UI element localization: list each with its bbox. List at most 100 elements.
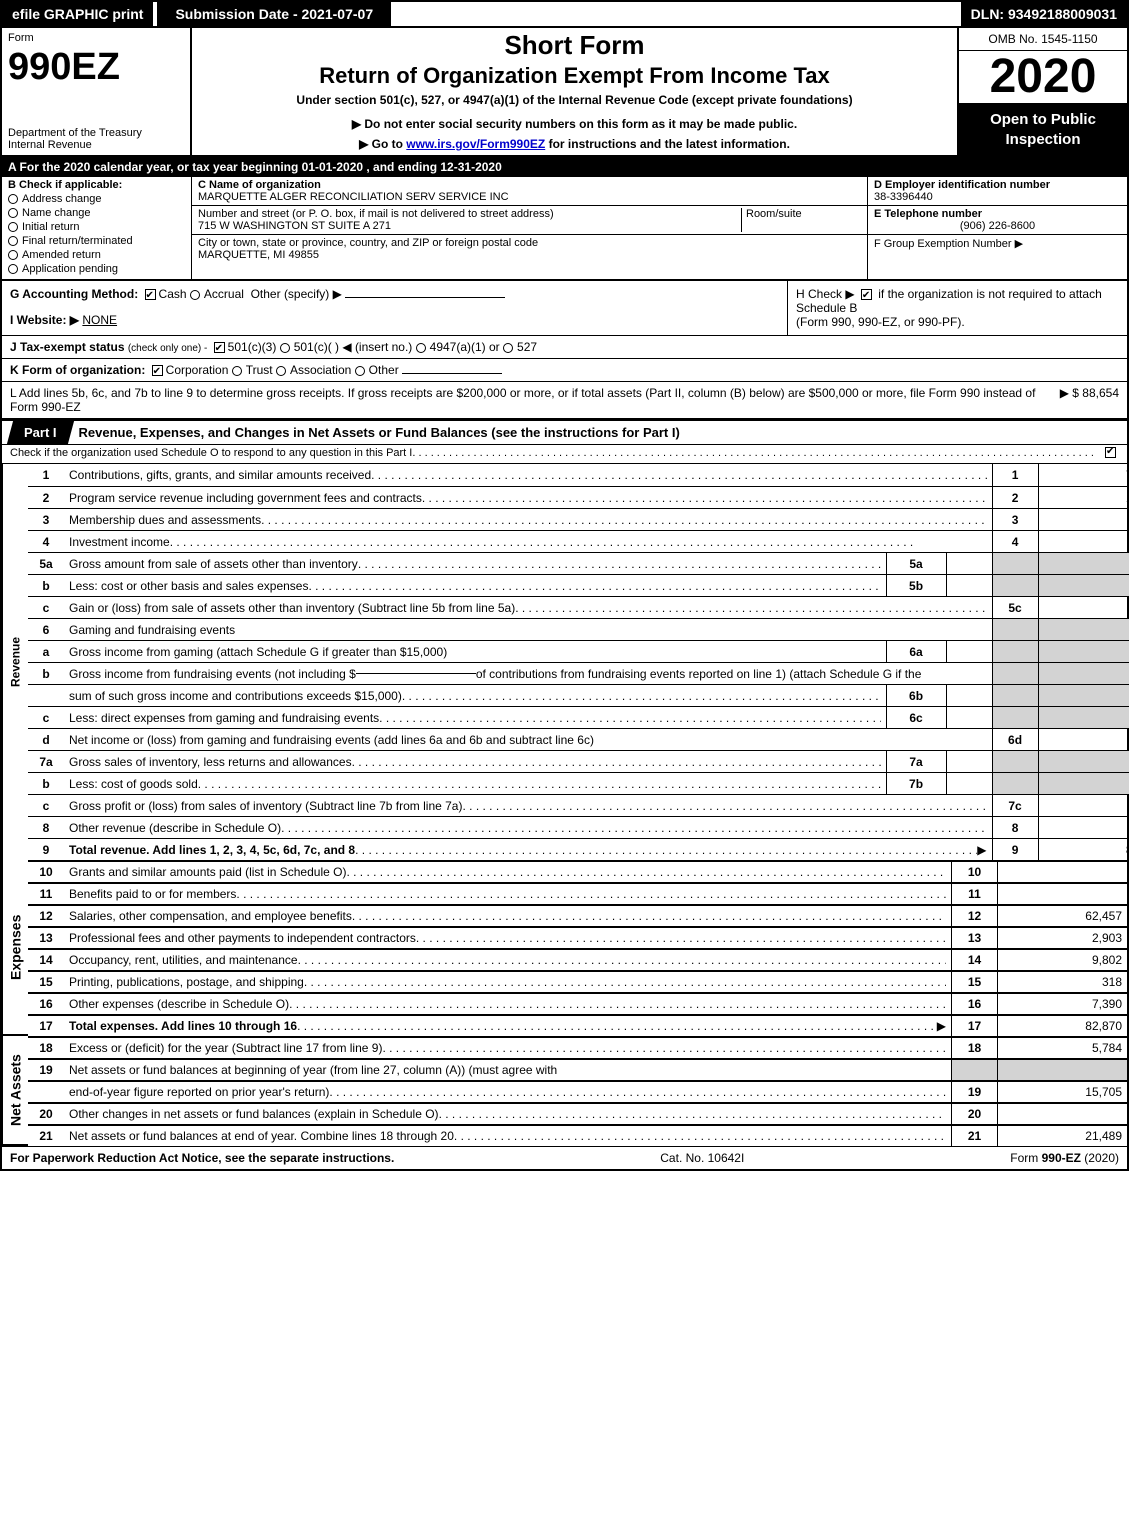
line-6-num: 6 [28, 618, 64, 640]
h-checkbox[interactable] [861, 289, 872, 300]
c-street-label: Number and street (or P. O. box, if mail… [198, 208, 741, 220]
line-15-val: 318 [997, 970, 1127, 992]
dln-label: DLN: 93492188009031 [961, 2, 1127, 26]
line-19-val: 15,705 [997, 1080, 1127, 1102]
k-assoc-checkbox[interactable] [276, 366, 286, 376]
line-14-desc: Occupancy, rent, utilities, and maintena… [64, 948, 951, 970]
line-11-desc: Benefits paid to or for members [64, 882, 951, 904]
expenses-grid: Expenses 10 Grants and similar amounts p… [2, 860, 1127, 1036]
line-6d-desc: Net income or (loss) from gaming and fun… [64, 728, 992, 750]
instructions-link-line: ▶ Go to www.irs.gov/Form990EZ for instru… [198, 137, 951, 151]
col-c-org-info: C Name of organization MARQUETTE ALGER R… [192, 177, 867, 279]
line-6a-boxval [946, 640, 992, 662]
line-5c-val [1038, 596, 1129, 618]
omb-number: OMB No. 1545-1150 [959, 28, 1127, 51]
header-center: Short Form Return of Organization Exempt… [192, 28, 957, 155]
line-5c-desc: Gain or (loss) from sale of assets other… [64, 596, 992, 618]
d-ein-block: D Employer identification number 38-3396… [868, 177, 1127, 206]
line-13-rnum: 13 [951, 926, 997, 948]
subtitle: Under section 501(c), 527, or 4947(a)(1)… [198, 93, 951, 107]
c-org-name: MARQUETTE ALGER RECONCILIATION SERV SERV… [198, 191, 861, 203]
j-4947-checkbox[interactable] [416, 343, 426, 353]
k-trust-checkbox[interactable] [232, 366, 242, 376]
g-other-input[interactable] [345, 297, 505, 298]
line-14-val: 9,802 [997, 948, 1127, 970]
line-20-rnum: 20 [951, 1102, 997, 1124]
line-6d-rnum: 6d [992, 728, 1038, 750]
j-501c-checkbox[interactable] [280, 343, 290, 353]
i-website: I Website: ▶ NONE [10, 313, 779, 327]
row-k-form-of-org: K Form of organization: Corporation Trus… [2, 359, 1127, 382]
part-i-schedule-o-checkbox[interactable] [1105, 447, 1116, 458]
c-street-block: Number and street (or P. O. box, if mail… [192, 206, 867, 235]
line-16-num: 16 [28, 992, 64, 1014]
k-other: Other [369, 363, 399, 377]
chk-application-pending[interactable]: Application pending [8, 263, 185, 275]
chk-initial-return[interactable]: Initial return [8, 221, 185, 233]
line-15-desc: Printing, publications, postage, and shi… [64, 970, 951, 992]
line-2-num: 2 [28, 486, 64, 508]
line-7a-num: 7a [28, 750, 64, 772]
line-5a-vshade [1038, 552, 1129, 574]
footer-paperwork: For Paperwork Reduction Act Notice, see … [10, 1151, 394, 1165]
chk-final-return[interactable]: Final return/terminated [8, 235, 185, 247]
b-heading: B Check if applicable: [8, 179, 185, 191]
k-trust: Trust [246, 363, 273, 377]
e-label: E Telephone number [874, 208, 982, 220]
line-6b-desc3: sum of such gross income and contributio… [64, 684, 886, 706]
footer-formref: Form 990-EZ (2020) [1010, 1151, 1119, 1165]
line-5b-rshade [992, 574, 1038, 596]
line-12-rnum: 12 [951, 904, 997, 926]
submission-date-label: Submission Date - 2021-07-07 [157, 2, 391, 26]
j-527-checkbox[interactable] [503, 343, 513, 353]
line-6b-vshade2 [1038, 684, 1129, 706]
form-990ez-page1: efile GRAPHIC print Submission Date - 20… [0, 0, 1129, 1171]
line-7a-vshade [1038, 750, 1129, 772]
line-7c-desc: Gross profit or (loss) from sales of inv… [64, 794, 992, 816]
k-corp-checkbox[interactable] [152, 365, 163, 376]
k-other-input[interactable] [402, 373, 502, 374]
j-527: 527 [517, 340, 537, 354]
line-5b-desc: Less: cost or other basis and sales expe… [64, 574, 886, 596]
line-16-desc: Other expenses (describe in Schedule O) [64, 992, 951, 1014]
chk-name-change[interactable]: Name change [8, 207, 185, 219]
line-7b-num: b [28, 772, 64, 794]
h-line2: (Form 990, 990-EZ, or 990-PF). [796, 315, 1119, 329]
j-4947: 4947(a)(1) or [430, 340, 500, 354]
c-street-value: 715 W WASHINGTON ST SUITE A 271 [198, 220, 741, 232]
side-expenses: Expenses [2, 860, 28, 1036]
k-corp: Corporation [166, 363, 229, 377]
part-i-subtitle: Check if the organization used Schedule … [2, 445, 1127, 464]
title-short-form: Short Form [198, 30, 951, 61]
line-19-num2 [28, 1080, 64, 1102]
chk-amended-return[interactable]: Amended return [8, 249, 185, 261]
k-other-checkbox[interactable] [355, 366, 365, 376]
tax-year: 2020 [959, 51, 1127, 104]
line-8-val [1038, 816, 1129, 838]
chk-address-change[interactable]: Address change [8, 193, 185, 205]
g-cash-checkbox[interactable] [145, 289, 156, 300]
line-6c-box: 6c [886, 706, 946, 728]
col-b-checkboxes: B Check if applicable: Address change Na… [2, 177, 192, 279]
line-6c-num: c [28, 706, 64, 728]
line-6-rshade [992, 618, 1038, 640]
row-ghi: G Accounting Method: Cash Accrual Other … [2, 281, 1127, 336]
j-501c3-checkbox[interactable] [214, 342, 225, 353]
open-to-public-inspection: Open to Public Inspection [959, 104, 1127, 155]
irs-link[interactable]: www.irs.gov/Form990EZ [406, 137, 545, 151]
g-accrual-checkbox[interactable] [190, 290, 200, 300]
line-21-rnum: 21 [951, 1124, 997, 1146]
line-8-rnum: 8 [992, 816, 1038, 838]
g-label: G Accounting Method: [10, 287, 138, 301]
line-17-rnum: 17 [951, 1014, 997, 1036]
j-note: (check only one) - [128, 343, 207, 354]
line-19-num: 19 [28, 1058, 64, 1080]
line-21-num: 21 [28, 1124, 64, 1146]
line-20-num: 20 [28, 1102, 64, 1124]
line-7c-val [1038, 794, 1129, 816]
line-5a-box: 5a [886, 552, 946, 574]
line-6b-contrib-input[interactable] [356, 673, 476, 674]
j-501c: 501(c)( ) ◀ (insert no.) [294, 340, 413, 354]
line-6b-box: 6b [886, 684, 946, 706]
line-5b-boxval [946, 574, 992, 596]
